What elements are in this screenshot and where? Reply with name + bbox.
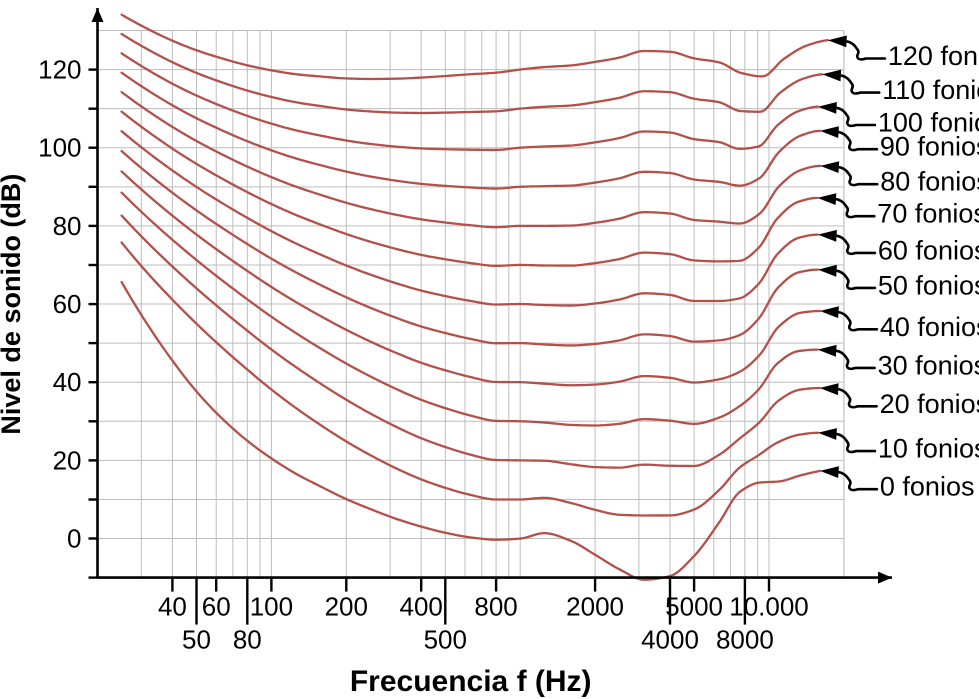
svg-text:10.000: 10.000 [729,592,809,622]
svg-text:2000: 2000 [566,592,624,622]
svg-text:40: 40 [53,367,82,397]
svg-text:20 fonios: 20 fonios [880,389,979,419]
svg-text:500: 500 [424,625,467,655]
svg-text:70 fonios: 70 fonios [877,199,979,229]
svg-text:100: 100 [250,592,293,622]
svg-text:800: 800 [474,592,517,622]
svg-text:80 fonios: 80 fonios [880,167,979,197]
svg-text:400: 400 [400,592,443,622]
svg-text:80: 80 [53,211,82,241]
svg-text:Nivel de sonido (dB): Nivel de sonido (dB) [0,174,26,435]
svg-text:100: 100 [38,133,81,163]
svg-text:4000: 4000 [641,625,699,655]
svg-text:8000: 8000 [716,625,774,655]
svg-text:0 fonios: 0 fonios [880,472,975,502]
svg-text:120: 120 [38,55,81,85]
svg-text:120 fonios: 120 fonios [888,41,979,71]
svg-text:40 fonios: 40 fonios [880,312,979,342]
svg-text:Frecuencia f (Hz): Frecuencia f (Hz) [350,665,592,698]
svg-text:30 fonios: 30 fonios [878,350,979,380]
svg-text:50: 50 [182,625,211,655]
svg-text:80: 80 [233,625,262,655]
svg-text:200: 200 [325,592,368,622]
svg-text:40: 40 [158,592,187,622]
svg-text:60: 60 [53,289,82,319]
svg-text:110 fonios: 110 fonios [882,75,979,105]
svg-text:0: 0 [67,524,81,554]
svg-text:60 fonios: 60 fonios [878,235,979,265]
svg-text:5000: 5000 [665,592,723,622]
svg-text:20: 20 [53,445,82,475]
svg-text:50 fonios: 50 fonios [878,270,979,300]
svg-text:60: 60 [202,592,231,622]
svg-text:10 fonios: 10 fonios [878,434,979,464]
svg-text:100 fonios: 100 fonios [878,108,979,138]
